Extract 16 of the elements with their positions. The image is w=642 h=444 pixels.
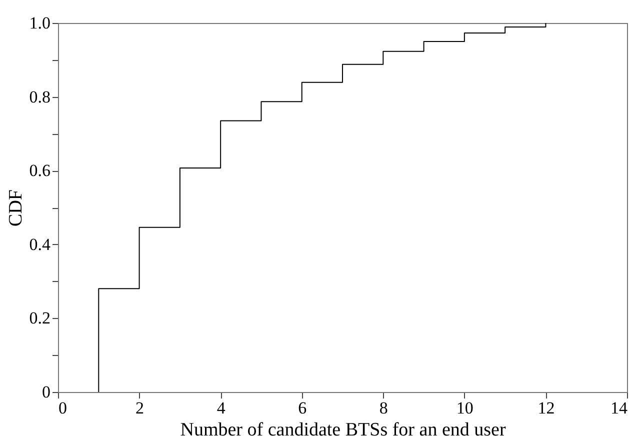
y-tick-label: 0.8	[29, 87, 50, 106]
y-axis-title: CDF	[5, 190, 26, 226]
x-tick-label: 14	[610, 398, 628, 418]
y-tick-label: 0.4	[29, 234, 51, 254]
y-tick-label: 0.6	[29, 161, 50, 180]
x-tick-label: 10	[456, 398, 474, 418]
x-tick-label: 4	[216, 398, 226, 418]
x-tick-label: 12	[538, 398, 555, 418]
y-tick-label: 0	[42, 382, 50, 402]
x-axis-title: Number of candidate BTSs for an end user	[180, 420, 506, 440]
x-tick-label: 2	[136, 398, 144, 418]
x-tick-label: 6	[298, 398, 307, 418]
y-tick-label: 0.2	[29, 308, 50, 328]
y-tick-label: 1.0	[29, 14, 50, 32]
x-tick-label: 8	[379, 398, 388, 418]
x-tick-label: 0	[58, 398, 67, 418]
